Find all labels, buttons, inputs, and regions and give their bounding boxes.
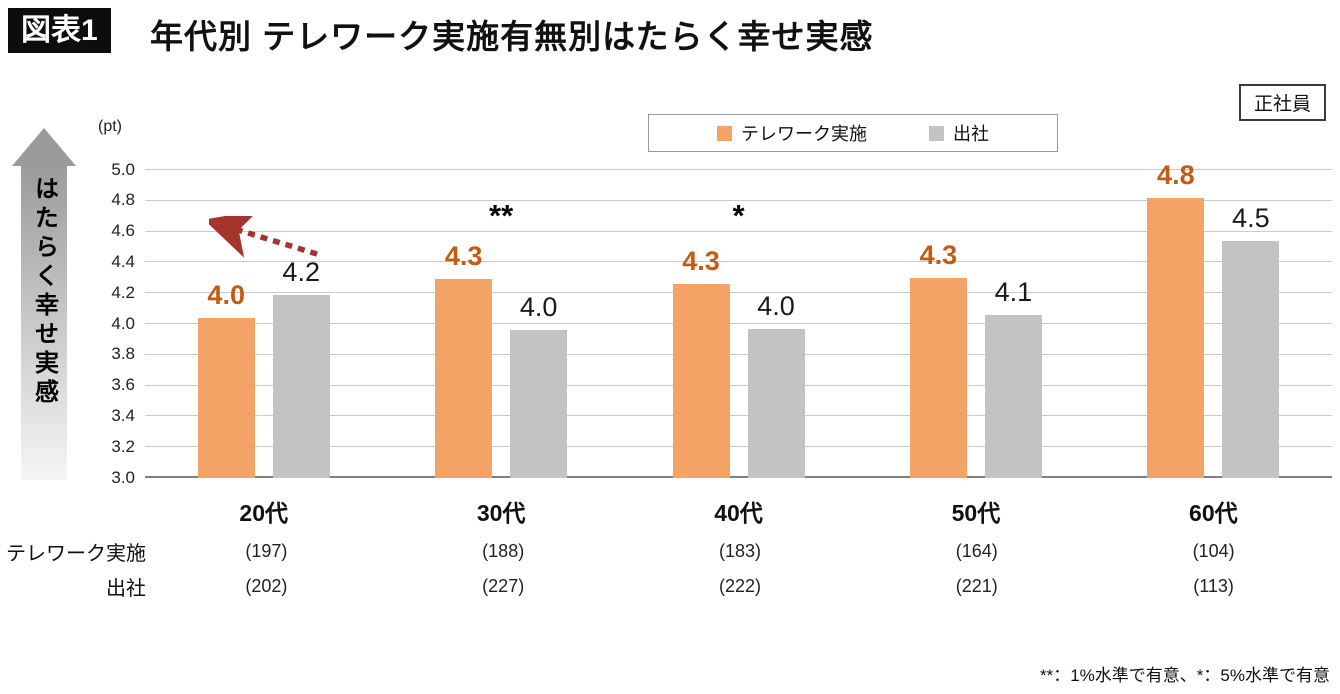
gridline	[145, 415, 1332, 417]
y-axis-tick-label: 4.8	[111, 190, 135, 210]
sample-size-value: (222)	[718, 576, 761, 596]
legend-swatch-icon	[717, 125, 732, 141]
sample-size-value: (188)	[482, 541, 525, 561]
y-axis-caption: はたらく幸せ実感	[30, 176, 58, 408]
legend-label: テレワーク実施	[741, 124, 867, 144]
bar-value-label: 4.3	[682, 246, 720, 276]
sample-row-label: 出社	[106, 578, 146, 600]
bar-value-label: 4.8	[1157, 160, 1195, 190]
legend-item: 出社	[929, 120, 989, 146]
gridline	[145, 230, 1332, 232]
bar-value-label: 4.0	[757, 291, 795, 321]
bar-group: * 4.3 4.0	[620, 170, 857, 478]
telework-bar: 4.3	[435, 241, 493, 478]
office-bar: 4.1	[984, 277, 1042, 478]
telework-bar: 4.3	[672, 246, 730, 478]
office-bar: 4.0	[510, 292, 568, 478]
category-label: 30代	[476, 500, 526, 526]
gridline	[145, 353, 1332, 355]
y-axis-tick-label: 3.0	[111, 467, 135, 487]
bar-value-label: 4.3	[444, 241, 483, 271]
sample-size-value: (164)	[955, 541, 998, 561]
bar-value-label: 4.3	[919, 240, 958, 270]
employee-type-tag: 正社員	[1238, 84, 1326, 121]
arrow-up-icon	[12, 128, 76, 166]
bar-value-label: 4.1	[994, 277, 1033, 307]
gridline	[145, 476, 1332, 478]
y-axis-tick-label: 5.0	[111, 159, 135, 179]
sample-size-value: (113)	[1193, 576, 1234, 596]
legend-swatch-icon	[929, 125, 944, 141]
bar-value-label: 4.2	[282, 257, 320, 287]
bar-group: 4.8 4.5	[1095, 160, 1332, 478]
gridline	[145, 384, 1332, 386]
y-axis-caption-arrow: はたらく幸せ実感	[12, 128, 76, 480]
gridline	[145, 261, 1332, 263]
arrow-body: はたらく幸せ実感	[21, 166, 67, 480]
sample-size-row: テレワーク実施 (197) (188) (183) (164) (104)	[0, 534, 1332, 569]
legend-item: テレワーク実施	[717, 120, 867, 146]
sample-size-value: (104)	[1192, 541, 1235, 561]
y-axis-tick-label: 3.8	[111, 344, 135, 364]
sample-size-value: (183)	[718, 541, 761, 561]
bar-value-label: 4.0	[519, 292, 558, 322]
category-label: 60代	[1189, 500, 1238, 526]
significance-marker: **	[489, 198, 514, 233]
y-axis-tick-label: 4.6	[111, 221, 135, 241]
y-axis-tick-label: 3.4	[111, 406, 135, 426]
y-axis-tick-label: 4.0	[111, 313, 135, 333]
sample-size-row: 出社 (202) (227) (222) (221) (113)	[0, 569, 1332, 604]
bar-group: 4.3 4.1	[857, 170, 1094, 478]
category-axis: 20代 30代 40代 50代 60代	[145, 494, 1332, 528]
gridline	[145, 323, 1332, 324]
gridline	[145, 169, 1332, 170]
significance-marker: *	[732, 198, 745, 233]
y-axis-unit-label: (pt)	[98, 118, 122, 135]
figure-number-badge: 図表1	[8, 8, 111, 53]
legend-label: 出社	[953, 124, 989, 144]
sample-size-table: テレワーク実施 (197) (188) (183) (164) (104) 出社 (202) (…	[0, 534, 1332, 604]
y-axis-tick-label: 3.6	[111, 375, 135, 395]
office-bar: 4.2	[272, 257, 330, 478]
gridline	[145, 199, 1332, 201]
office-bar: 4.5	[1222, 203, 1280, 478]
bar-value-label: 4.5	[1232, 203, 1270, 233]
category-label: 50代	[951, 500, 1001, 526]
office-bar: 4.0	[747, 291, 805, 478]
plot-area: 3.0 3.2 3.4 3.6 3.8 4.0 4.2 4.4 4.6 4.8 5.0 4.0 4.2…	[111, 160, 1332, 487]
sample-size-value: (197)	[245, 541, 288, 561]
telework-bar: 4.3	[909, 240, 967, 478]
telework-bar: 4.8	[1147, 160, 1205, 478]
bar-group: ** 4.3 4.0	[382, 170, 619, 478]
gridline	[145, 446, 1332, 448]
significance-footnote: **：1%水準で有意、*：5%水準で有意	[1040, 666, 1330, 685]
y-axis-tick-label: 3.2	[111, 436, 135, 456]
trend-arrow-icon	[209, 216, 318, 258]
bar-group: 4.0 4.2	[145, 170, 382, 478]
y-axis-tick-label: 4.2	[111, 282, 135, 302]
legend: テレワーク実施 出社	[648, 114, 1058, 152]
sample-row-label: テレワーク実施	[6, 543, 146, 565]
category-label: 20代	[239, 500, 288, 526]
sample-size-value: (227)	[482, 576, 525, 596]
sample-size-value: (221)	[955, 576, 998, 596]
category-label: 40代	[714, 500, 763, 526]
telework-bar: 4.0	[197, 280, 255, 478]
bar-value-label: 4.0	[207, 280, 245, 310]
gridline	[145, 292, 1332, 294]
sample-size-value: (202)	[245, 576, 288, 596]
y-axis-tick-label: 4.4	[111, 252, 135, 272]
figure-title: 年代別 テレワーク実施有無別はたらく幸せ実感	[150, 18, 874, 55]
